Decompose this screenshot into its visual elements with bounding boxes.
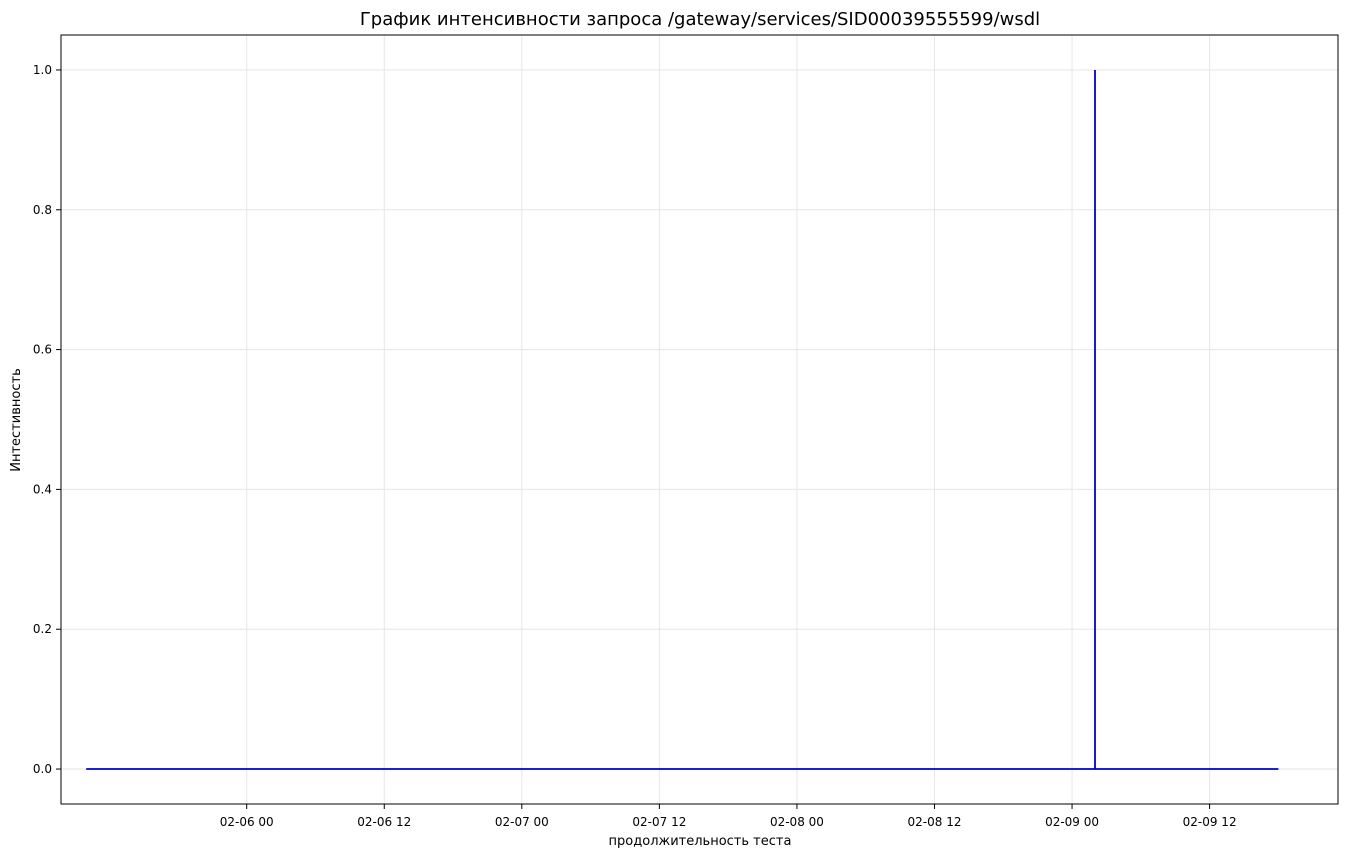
series-line	[86, 70, 1279, 770]
y-tick-label: 0.2	[33, 622, 52, 636]
x-tick-label: 02-08 00	[770, 815, 824, 829]
x-axis-label: продолжительность теста	[609, 834, 792, 849]
y-tick-label: 0.8	[33, 203, 52, 217]
x-tick-label: 02-06 00	[220, 815, 274, 829]
chart-title: График интенсивности запроса /gateway/se…	[360, 9, 1040, 30]
y-axis-label: Интестивность	[9, 368, 24, 471]
y-tick-label: 1.0	[33, 63, 52, 77]
x-axis-ticks: 02-06 00 02-06 12 02-07 00 02-07 12 02-08 00…	[220, 804, 1237, 829]
y-tick-label: 0.0	[33, 762, 52, 776]
x-tick-label: 02-06 12	[357, 815, 411, 829]
series-layer	[86, 70, 1279, 770]
y-tick-label: 0.6	[33, 343, 52, 357]
x-tick-label: 02-09 12	[1183, 815, 1237, 829]
x-tick-label: 02-07 00	[495, 815, 549, 829]
y-tick-label: 0.4	[33, 482, 52, 496]
y-axis-ticks: 0.0 0.2 0.4 0.6 0.8 1.0	[33, 63, 61, 776]
x-tick-label: 02-07 12	[632, 815, 686, 829]
x-tick-label: 02-09 00	[1045, 815, 1099, 829]
grid	[61, 35, 1338, 804]
x-tick-label: 02-08 12	[908, 815, 962, 829]
plot-frame	[60, 34, 1339, 805]
